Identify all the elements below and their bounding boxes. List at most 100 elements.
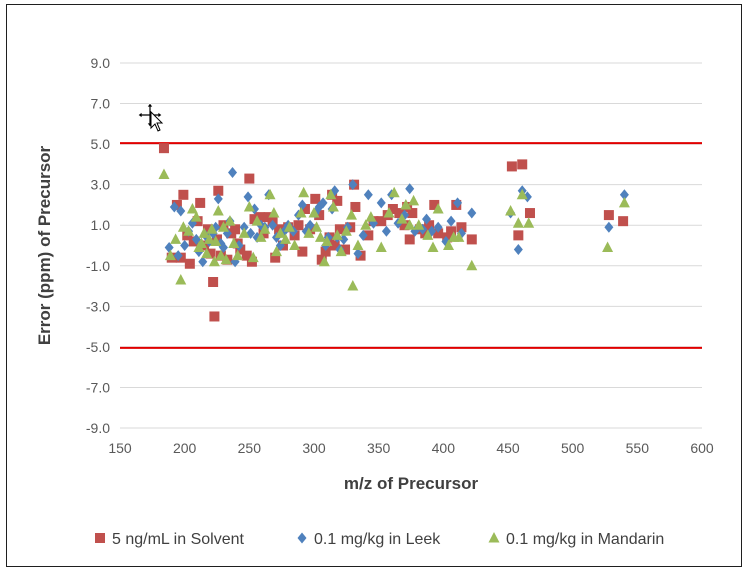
data-point <box>238 227 250 238</box>
data-point <box>274 224 285 235</box>
data-point <box>339 233 349 245</box>
data-point <box>433 228 444 239</box>
data-point <box>325 188 337 200</box>
series-triangle <box>158 168 630 291</box>
data-point <box>241 250 252 261</box>
data-point <box>335 245 347 257</box>
data-point <box>396 213 408 224</box>
data-point <box>318 255 330 267</box>
data-point <box>383 207 395 218</box>
data-point <box>183 225 195 236</box>
data-point <box>190 211 202 222</box>
data-point <box>517 159 528 170</box>
y-tick-label: 1.0 <box>91 217 111 233</box>
data-point <box>232 249 244 261</box>
x-tick-label: 500 <box>561 440 585 456</box>
data-point <box>249 214 260 225</box>
y-tick-label: 9.0 <box>91 55 111 71</box>
y-axis-title: Error (ppm) of Precursor <box>35 145 54 345</box>
data-point <box>446 226 457 237</box>
legend-label: 0.1 mg/kg in Leek <box>314 531 441 548</box>
data-point <box>283 221 295 232</box>
data-point <box>513 244 523 256</box>
data-point <box>603 210 614 221</box>
data-point <box>297 246 308 257</box>
data-point <box>298 186 310 198</box>
data-point <box>202 224 213 235</box>
data-point <box>329 240 340 251</box>
legend-label: 0.1 mg/kg in Mandarin <box>506 531 664 548</box>
data-point <box>217 221 229 232</box>
legend-item: 0.1 mg/kg in Mandarin <box>488 531 664 548</box>
data-point <box>523 217 535 228</box>
y-tick-label: -3.0 <box>86 298 110 314</box>
data-point <box>424 220 435 231</box>
y-tick-label: -9.0 <box>86 420 110 436</box>
series-diamond <box>164 167 629 268</box>
data-point <box>340 225 352 236</box>
data-point <box>466 234 477 245</box>
data-point <box>212 205 224 216</box>
x-tick-label: 300 <box>302 440 326 456</box>
data-point <box>255 231 267 242</box>
x-tick-label: 350 <box>367 440 391 456</box>
data-point <box>348 179 358 191</box>
data-point <box>206 223 218 234</box>
data-point <box>334 224 345 235</box>
data-point <box>604 221 614 233</box>
data-point <box>522 191 532 203</box>
data-point <box>178 189 189 200</box>
data-point <box>289 230 300 241</box>
data-point <box>297 199 307 211</box>
data-point <box>210 235 222 246</box>
data-point <box>442 232 453 243</box>
data-point <box>175 273 187 285</box>
data-point <box>208 277 219 287</box>
data-point <box>195 237 207 248</box>
data-point <box>208 255 220 267</box>
data-point <box>164 242 174 254</box>
move-cursor-icon <box>137 102 164 132</box>
data-point <box>293 220 304 231</box>
data-point <box>358 229 368 241</box>
data-point <box>268 207 280 218</box>
data-point <box>169 201 179 213</box>
data-point <box>332 195 343 206</box>
data-point <box>376 216 387 227</box>
data-point <box>158 143 169 154</box>
data-point <box>228 237 240 248</box>
legend-item: 5 ng/mL in Solvent <box>95 531 244 548</box>
data-point <box>180 240 190 251</box>
data-point <box>618 216 629 227</box>
data-point <box>158 168 170 180</box>
data-point <box>314 231 326 242</box>
data-point <box>243 191 253 203</box>
data-point <box>228 167 238 178</box>
data-point <box>375 241 387 253</box>
data-point <box>400 198 412 210</box>
y-tick-label: 3.0 <box>91 177 111 193</box>
data-point <box>602 241 614 253</box>
data-point <box>289 239 301 250</box>
data-point <box>244 173 255 184</box>
legend-label: 5 ng/mL in Solvent <box>112 531 244 548</box>
data-point <box>235 244 246 255</box>
data-point <box>340 244 351 255</box>
data-point <box>453 197 463 209</box>
data-point <box>270 245 282 257</box>
data-point <box>251 215 263 226</box>
data-point <box>376 197 386 209</box>
data-point <box>295 207 307 218</box>
data-point <box>321 235 333 246</box>
data-point <box>512 217 524 228</box>
data-point <box>446 215 456 227</box>
data-point <box>308 207 320 218</box>
data-point <box>176 205 186 217</box>
data-point <box>320 246 331 257</box>
y-tick-label: -7.0 <box>86 379 110 395</box>
x-tick-label: 550 <box>626 440 650 456</box>
data-point <box>230 224 241 235</box>
data-point <box>347 280 359 291</box>
data-point <box>524 208 535 219</box>
data-point <box>234 240 244 251</box>
